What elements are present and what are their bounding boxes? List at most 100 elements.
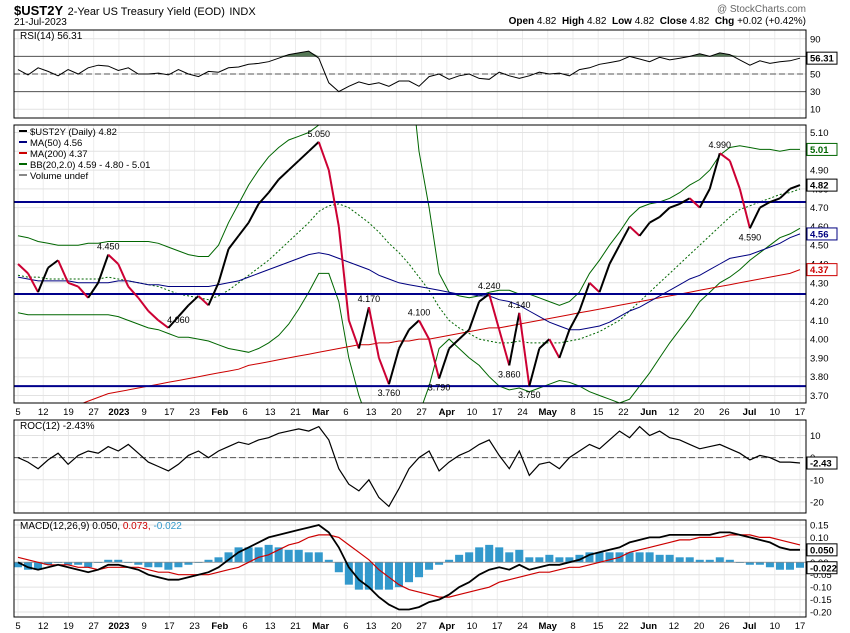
x-tick-label: 17 — [164, 621, 175, 632]
price-segment — [769, 197, 781, 203]
x-tick-label: 21 — [290, 621, 301, 632]
macd-histogram-bar — [575, 554, 584, 563]
price-annotation: 4.140 — [508, 300, 531, 310]
macd-histogram-bar — [294, 549, 303, 563]
price-segment — [708, 152, 721, 190]
price-y-tick-label: 3.90 — [810, 353, 829, 364]
x-tick-label: Mar — [312, 407, 329, 418]
chart-header-title: $UST2Y 2-Year US Treasury Yield (EOD) IN… — [14, 2, 256, 20]
price-segment — [137, 297, 150, 312]
x-tick-label: 12 — [669, 621, 680, 632]
macd-histogram-bar — [455, 554, 464, 563]
x-tick-label: 19 — [63, 621, 74, 632]
price-segment — [508, 312, 521, 366]
price-segment — [107, 253, 119, 265]
x-tick-label: 17 — [492, 407, 503, 418]
macd-title: MACD(12,26,9) 0.050, 0.073, -0.022 — [20, 521, 182, 532]
price-segment — [237, 222, 250, 237]
macd-panel-frame — [13, 519, 807, 618]
price-segment — [97, 254, 110, 284]
roc-y-tick-label: -20 — [810, 497, 824, 508]
price-segment — [27, 272, 39, 293]
macd-title-part: 0.073, — [123, 521, 154, 532]
macd-histogram-bar — [234, 547, 243, 563]
macd-histogram-bar — [425, 562, 434, 570]
macd-histogram-bar — [785, 562, 794, 570]
macd-histogram-bar — [635, 552, 644, 563]
macd-histogram-bar — [745, 562, 754, 565]
roc-y-tick-label: 10 — [810, 431, 821, 442]
price-value-tag: 4.82 — [810, 181, 829, 192]
macd-histogram-bar — [475, 547, 484, 563]
x-tick-label: Jul — [743, 407, 757, 418]
price-annotation: 4.990 — [709, 140, 732, 150]
macd-last-value-bg — [806, 543, 838, 557]
x-tick-label: 26 — [719, 407, 730, 418]
legend-entry: MA(200) 4.37 — [30, 149, 88, 160]
legend-swatch — [19, 152, 27, 154]
macd-histogram-bar — [795, 562, 805, 568]
rsi-overbought-fill — [278, 51, 740, 57]
price-annotation: 4.450 — [97, 242, 120, 252]
x-tick-label: 22 — [618, 621, 629, 632]
price-segment — [658, 206, 671, 218]
macd-histogram-bar — [284, 549, 293, 563]
macd-histogram-bar — [364, 562, 373, 590]
macd-histogram-bar — [334, 562, 343, 573]
macd-histogram-bar — [314, 552, 323, 563]
macd-histogram-bar — [495, 547, 504, 563]
x-tick-label: Jul — [743, 621, 757, 632]
price-segment — [679, 197, 691, 205]
x-tick-label: 2023 — [108, 621, 129, 632]
price-y-tick-label: 3.70 — [810, 391, 829, 402]
x-tick-label: 27 — [416, 407, 427, 418]
macd-histogram-bar — [134, 562, 143, 565]
price-panel-frame — [13, 124, 807, 404]
macd-histogram-bar — [154, 562, 163, 568]
macd-histogram-bar — [104, 559, 113, 563]
macd-histogram-bar — [625, 552, 634, 563]
price-segment — [478, 293, 490, 303]
price-segment — [458, 329, 470, 340]
x-tick-label: 23 — [189, 621, 200, 632]
macd-histogram-bar — [374, 562, 383, 590]
price-segment — [117, 263, 130, 287]
price-segment — [578, 282, 591, 312]
x-tick-label: Feb — [211, 407, 228, 418]
macd-histogram-bar — [184, 562, 193, 565]
macd-histogram-bar — [34, 562, 43, 570]
macd-histogram-bar — [705, 559, 714, 563]
macd-histogram-bar — [204, 559, 213, 563]
price-segment — [327, 169, 340, 227]
x-tick-label: 20 — [694, 407, 705, 418]
price-segment — [247, 203, 260, 224]
price-segment — [47, 259, 59, 269]
price-segment — [57, 259, 70, 284]
price-segment — [649, 216, 661, 224]
x-tick-label: 23 — [189, 407, 200, 418]
legend-swatch — [19, 130, 27, 132]
macd-y-tick-label: -0.10 — [810, 583, 832, 594]
exchange: INDX — [229, 6, 256, 18]
price-segment — [628, 225, 641, 237]
macd-histogram-bar — [585, 552, 594, 563]
price-segment — [408, 319, 420, 331]
x-tick-label: 8 — [570, 407, 575, 418]
price-segment — [17, 263, 29, 275]
macd-histogram-bar — [645, 552, 654, 563]
macd-line — [17, 524, 800, 611]
price-segment — [448, 338, 460, 350]
price-segment — [528, 348, 541, 387]
roc-panel-frame — [13, 419, 807, 514]
macd-y-tick-label: -0.20 — [810, 608, 832, 619]
price-segment — [147, 310, 160, 322]
bb-middle-line — [17, 188, 801, 344]
rsi-y-tick-label: 30 — [810, 87, 821, 98]
x-tick-label: 22 — [618, 407, 629, 418]
x-tick-label: Mar — [312, 621, 329, 632]
price-segment — [638, 222, 651, 237]
price-segment — [337, 226, 350, 321]
price-segment — [759, 201, 771, 209]
macd-histogram-bar — [254, 547, 263, 563]
price-value-tag-bg — [806, 178, 838, 192]
